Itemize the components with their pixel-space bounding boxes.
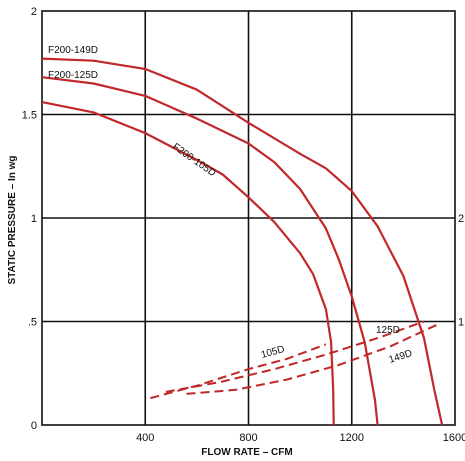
y-tick-label: .5 bbox=[28, 317, 37, 329]
curve-label: 105D bbox=[260, 344, 286, 361]
system-curve bbox=[186, 322, 440, 395]
system-curve bbox=[150, 343, 327, 400]
curve-label: F200-149D bbox=[48, 45, 98, 56]
x-tick-label: 1600 bbox=[443, 432, 465, 444]
tick-layer: 400 800 1200 1600 0 .5 1 1.5 2 1 2 bbox=[22, 6, 465, 444]
fan-curve bbox=[41, 57, 444, 426]
right-y-tick-label: 2 bbox=[458, 213, 464, 225]
grid-layer bbox=[41, 10, 456, 426]
curve-label: 125D bbox=[376, 325, 400, 336]
x-tick-label: 800 bbox=[239, 432, 257, 444]
curve-label: F200-105D bbox=[170, 141, 217, 179]
y-tick-label: 1.5 bbox=[22, 110, 37, 122]
curve-label: 149D bbox=[388, 348, 414, 366]
fan-curve bbox=[41, 101, 335, 426]
curve-label: F200-125D bbox=[48, 70, 98, 81]
y-axis-title: STATIC PRESSURE – In wg bbox=[7, 155, 18, 284]
fan-curve bbox=[41, 76, 379, 426]
y-tick-label: 1 bbox=[31, 213, 37, 225]
x-axis-title: FLOW RATE – CFM bbox=[201, 447, 292, 458]
system-curve bbox=[165, 320, 425, 393]
curve-layer bbox=[41, 57, 444, 426]
x-tick-label: 400 bbox=[136, 432, 154, 444]
x-tick-label: 1200 bbox=[340, 432, 364, 444]
y-tick-label: 2 bbox=[31, 6, 37, 18]
y-tick-label: 0 bbox=[31, 420, 37, 432]
right-y-tick-label: 1 bbox=[458, 317, 464, 329]
